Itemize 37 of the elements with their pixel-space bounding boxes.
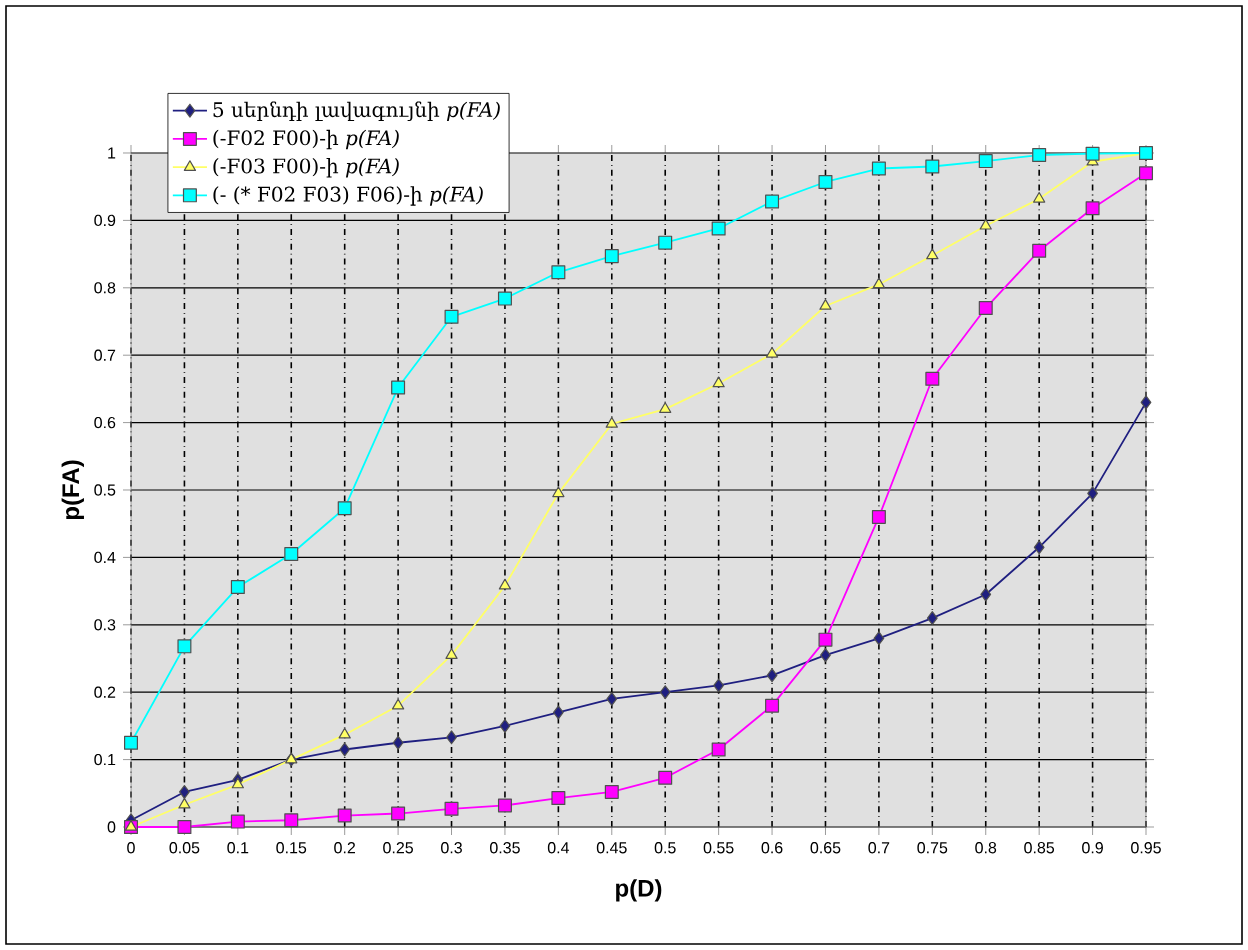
x-axis-title: p(D) — [616, 879, 662, 902]
y-tick-label: 0 — [107, 821, 116, 833]
x-tick-label: 0.05 — [169, 842, 200, 854]
x-tick-label: 0.35 — [490, 842, 520, 854]
x-tick-label: 0.1 — [227, 842, 249, 854]
x-tick-label: 0.75 — [917, 842, 948, 854]
x-tick-label: 0.9 — [1082, 842, 1103, 854]
legend-label: (-F03 F00)-ի p(FA) — [213, 158, 399, 178]
y-tick-label: 0.5 — [94, 484, 116, 496]
y-tick-label: 0.6 — [94, 416, 116, 429]
x-tick-label: 0.55 — [703, 842, 734, 854]
y-tick-label: 0.3 — [94, 619, 116, 631]
x-tick-label: 0.5 — [654, 842, 676, 854]
y-tick-label: 0.7 — [94, 349, 116, 361]
x-tick-label: 0.25 — [383, 842, 413, 854]
y-tick-label: 0.8 — [94, 282, 116, 294]
x-tick-label: 0.45 — [596, 842, 627, 854]
legend-label: 5 սերնդի լավագույնի p(FA) — [213, 101, 500, 122]
x-tick-label: 0.85 — [1024, 842, 1055, 854]
y-tick-label: 0.9 — [94, 214, 116, 227]
x-tick-label: 0.6 — [761, 842, 783, 854]
x-tick-label: 0.8 — [975, 842, 997, 854]
x-tick-label: 0.95 — [1131, 842, 1161, 854]
y-tick-label: 0.2 — [94, 686, 116, 698]
x-tick-label: 0.7 — [868, 842, 890, 854]
legend-label: (- (* F02 F03) F06)-ի p(FA) — [213, 186, 483, 206]
y-tick-label: 0.4 — [94, 551, 116, 564]
legend-label: (-F02 F00)-ի p(FA) — [213, 129, 399, 150]
x-tick-label: 0.3 — [441, 842, 462, 854]
x-tick-label: 0 — [127, 842, 135, 854]
x-tick-label: 0.4 — [547, 842, 570, 854]
x-tick-label: 0.65 — [810, 842, 841, 854]
x-tick-label: 0.15 — [276, 842, 307, 854]
x-tick-label: 0.2 — [334, 842, 355, 854]
y-axis-title: p(FA) — [61, 460, 84, 520]
y-tick-label: 1 — [108, 147, 116, 159]
y-tick-label: 0.1 — [94, 753, 116, 766]
